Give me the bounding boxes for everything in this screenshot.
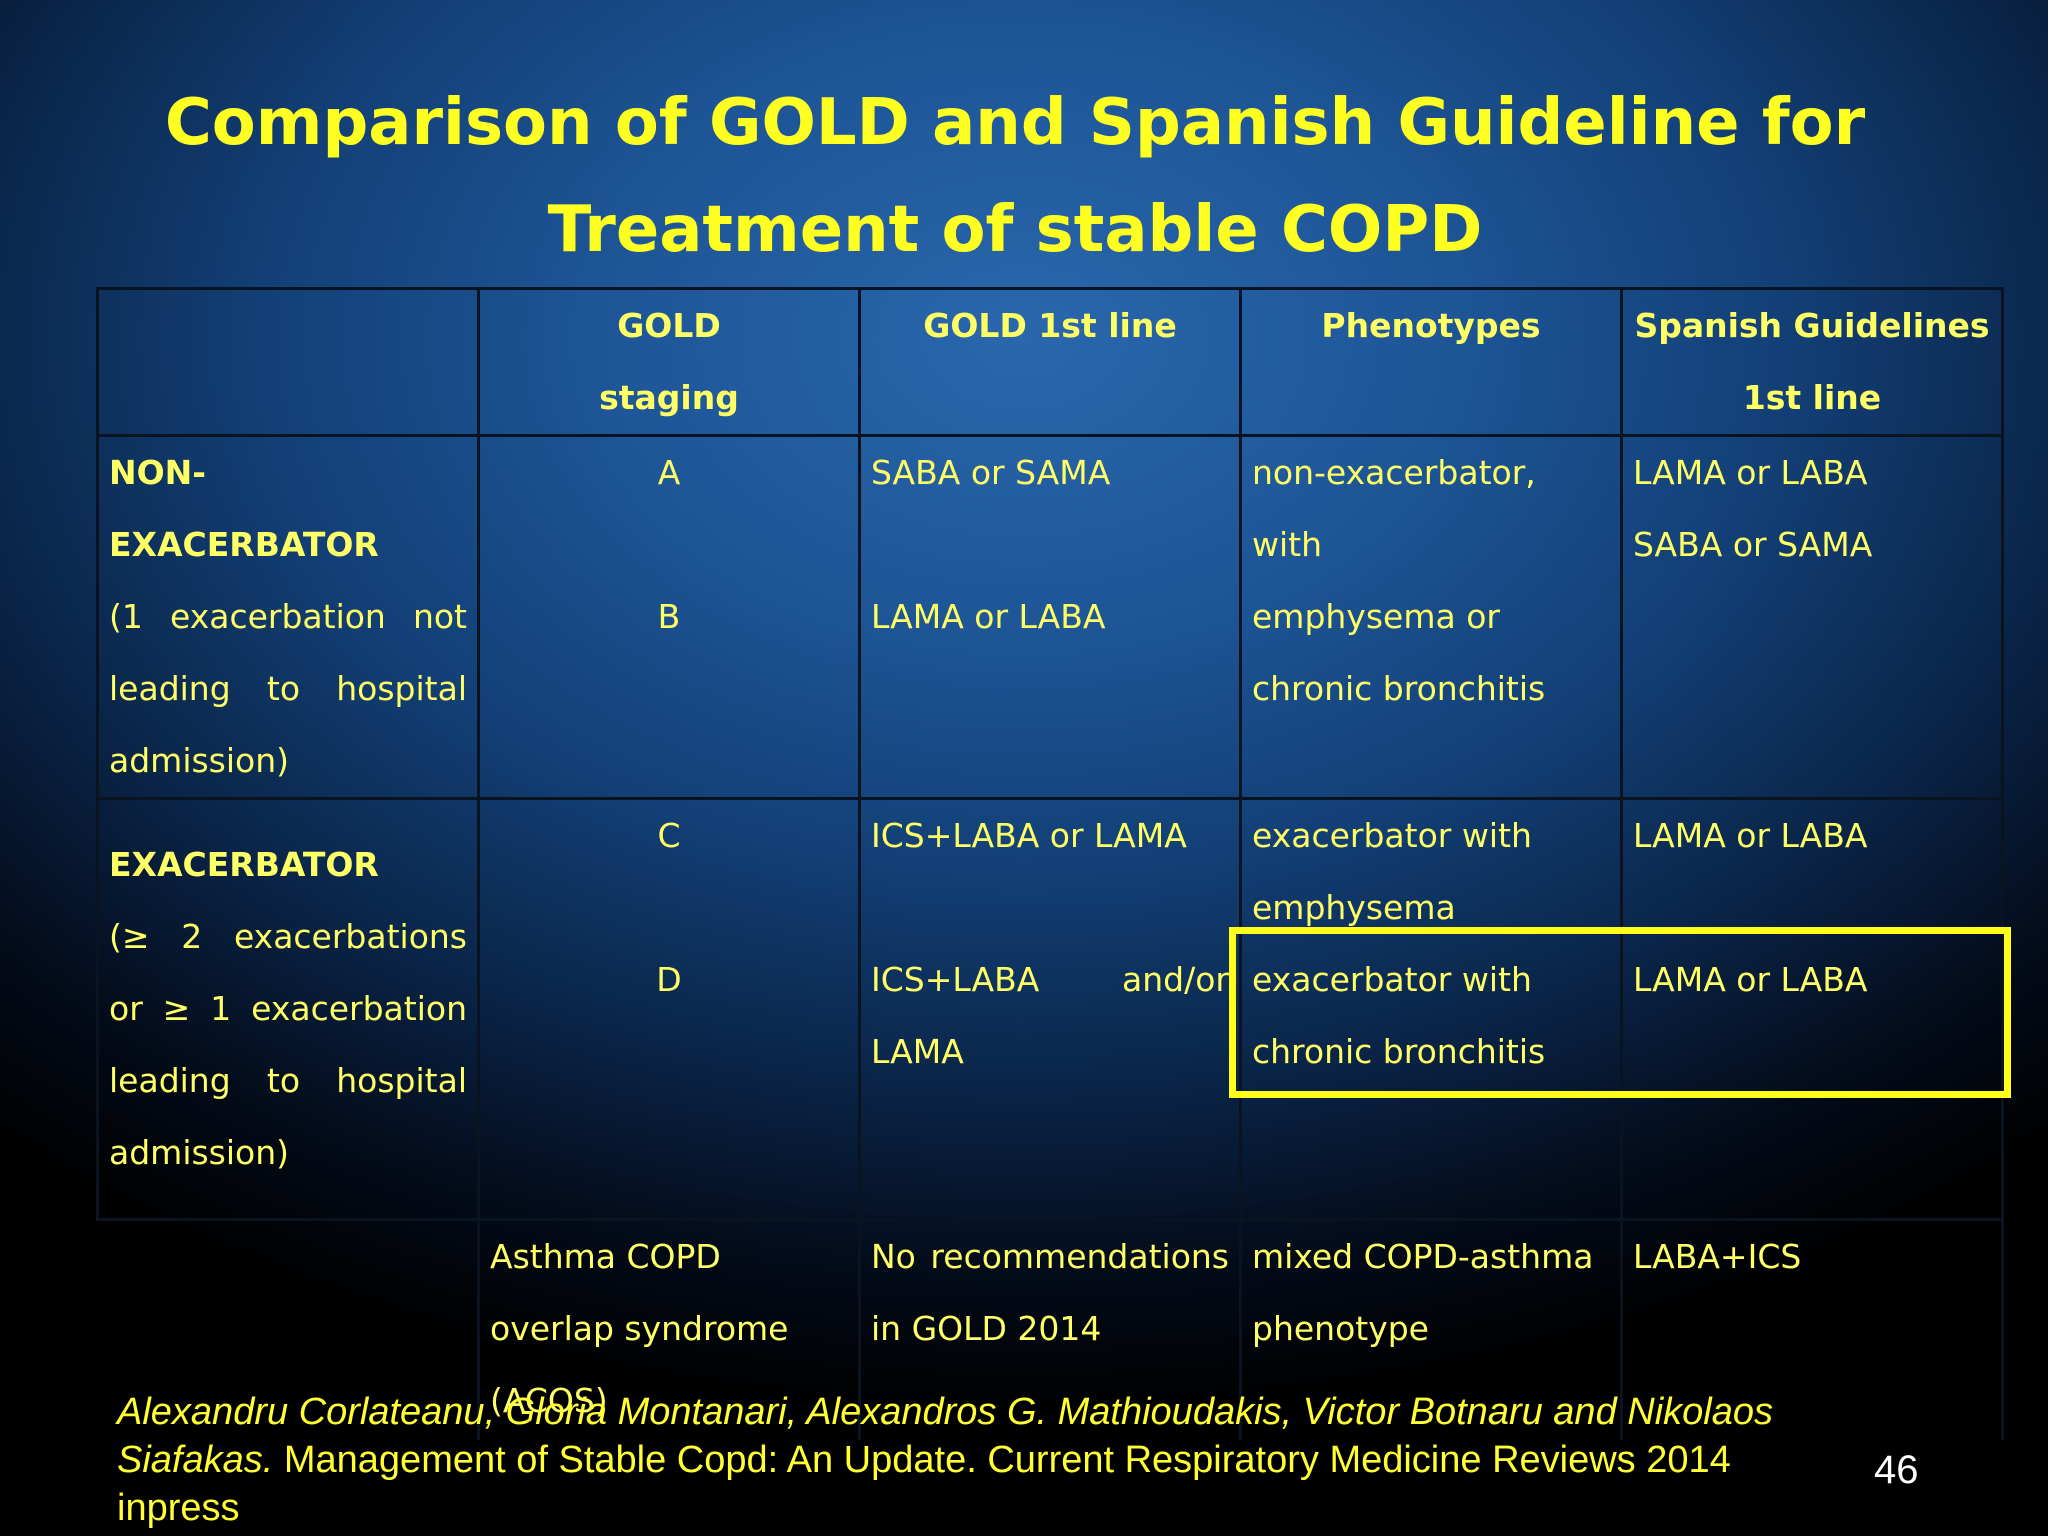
cell-gold-ab: SABA or SAMA LAMA or LABA	[858, 434, 1242, 800]
table-header-row: GOLD staging GOLD 1st line Phenotypes Sp…	[96, 287, 2004, 437]
header-spanish-guidelines: Spanish Guidelines 1st line	[1620, 287, 2004, 437]
header-gold-staging: GOLD staging	[477, 287, 861, 437]
row-label-exacerbator: EXACERBATOR (≥ 2 exacerbations or ≥ 1 ex…	[96, 797, 480, 1221]
cell-acos-staging: Asthma COPD overlap syndrome (ACOS)	[477, 1218, 861, 1439]
stage-d: D	[656, 960, 682, 999]
cell-phenotype-exacerbator: exacerbator with emphysema exacerbator w…	[1239, 797, 1623, 1221]
comparison-table: GOLD staging GOLD 1st line Phenotypes Sp…	[96, 287, 2004, 1440]
slide-title: Comparison of GOLD and Spanish Guideline…	[0, 70, 2030, 284]
table-row-acos: Asthma COPD overlap syndrome (ACOS) No r…	[97, 1218, 2004, 1439]
cell-phenotype-non-exacerbator: non-exacerbator, with emphysema or chron…	[1239, 434, 1623, 800]
cell-stage-cd: C D	[477, 797, 861, 1221]
citation-authors: Alexandru Corlateanu, Gloria Montanari, …	[117, 1391, 1773, 1481]
stage-c: C	[657, 816, 681, 855]
stage-b: B	[657, 597, 681, 636]
gold-c-treatment: ICS+LABA or LAMA	[871, 816, 1187, 855]
page-number: 46	[1874, 1448, 1919, 1492]
header-phenotypes: Phenotypes	[1239, 287, 1623, 437]
header-empty	[96, 287, 480, 437]
cell-acos-gold: No recommendations in GOLD 2014	[858, 1218, 1242, 1439]
cell-spanish-non-exacerbator: LAMA or LABA SABA or SAMA	[1620, 434, 2004, 800]
table-row-non-exacerbator: NON-EXACERBATOR (1 exacerbation not lead…	[96, 434, 2004, 800]
citation-reference: Management of Stable Copd: An Update. Cu…	[117, 1439, 1731, 1529]
cell-gold-cd: ICS+LABA or LAMA ICS+LABA and/or LAMA	[858, 797, 1242, 1221]
gold-a-treatment: SABA or SAMA	[871, 453, 1111, 492]
cell-acos-empty	[97, 1218, 480, 1439]
header-gold-first-line: GOLD 1st line	[858, 287, 1242, 437]
exacerbator-description: (≥ 2 exacerbations or ≥ 1 exacerbation l…	[109, 917, 467, 1172]
cell-acos-phenotype: mixed COPD-asthma phenotype	[1239, 1218, 1623, 1439]
stage-a: A	[657, 453, 681, 492]
gold-b-treatment: LAMA or LABA	[871, 597, 1106, 636]
cell-stage-ab: A B	[477, 434, 861, 800]
title-line-2: Treatment of stable COPD	[547, 193, 1483, 267]
exacerbator-label: EXACERBATOR	[109, 845, 379, 884]
citation: Alexandru Corlateanu, Gloria Montanari, …	[117, 1388, 1817, 1532]
title-line-1: Comparison of GOLD and Spanish Guideline…	[164, 86, 1866, 160]
row-label-non-exacerbator: NON-EXACERBATOR (1 exacerbation not lead…	[96, 434, 480, 800]
cell-spanish-exacerbator: LAMA or LABA LAMA or LABA	[1620, 797, 2004, 1221]
cell-acos-spanish: LABA+ICS	[1620, 1218, 2004, 1439]
non-exacerbator-description: (1 exacerbation not leading to hospital …	[109, 597, 467, 780]
gold-d-treatment: ICS+LABA and/or	[871, 960, 1229, 999]
non-exacerbator-label: NON-EXACERBATOR	[109, 453, 379, 564]
table-row-exacerbator: EXACERBATOR (≥ 2 exacerbations or ≥ 1 ex…	[96, 797, 2004, 1221]
